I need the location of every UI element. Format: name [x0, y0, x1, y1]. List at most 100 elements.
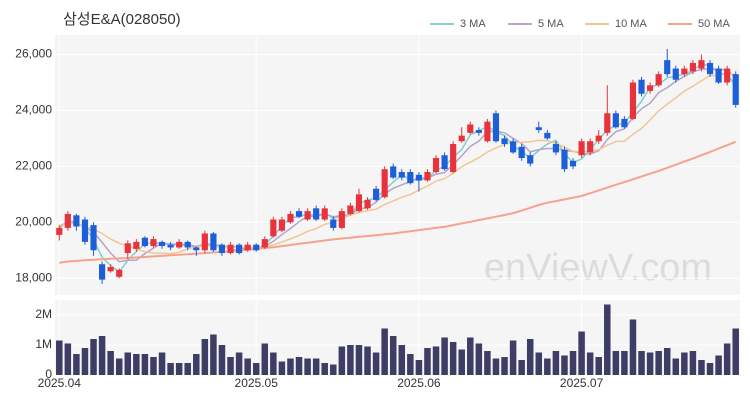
candle-body [475, 130, 482, 133]
candle-body [107, 267, 114, 272]
candle-body [287, 213, 294, 223]
candle-body [689, 62, 696, 72]
candle-body [706, 62, 714, 75]
candle-body [64, 213, 71, 228]
volume-bar [612, 351, 620, 375]
volume-bar [98, 336, 106, 375]
y-tick-label: 2M [35, 307, 52, 321]
legend-label: 5 MA [538, 18, 564, 30]
volume-bar [432, 346, 440, 375]
candle-body [124, 243, 131, 254]
candle-body [141, 237, 148, 247]
x-tick-label: 2025.07 [560, 376, 604, 390]
ma-line [59, 140, 737, 264]
y-tick-label: 20,000 [15, 214, 52, 228]
volume-bar [492, 358, 500, 375]
volume-bar [467, 337, 474, 375]
legend-label: 10 MA [615, 18, 647, 30]
volume-bar [167, 363, 174, 375]
y-tick-label: 18,000 [15, 270, 52, 284]
volume-bar [304, 358, 311, 375]
candle-body [672, 68, 679, 80]
volume-bar [449, 342, 457, 375]
candle-body [133, 241, 140, 249]
candle-body [313, 208, 320, 220]
candle-body [321, 208, 328, 220]
volume-bar [715, 355, 722, 375]
candle-body [167, 244, 174, 248]
volume-bar [389, 336, 397, 375]
candle-body [218, 244, 226, 254]
candle-body [647, 85, 654, 91]
volume-bar [561, 355, 568, 375]
volume-bar [321, 363, 328, 375]
volume-bar [193, 354, 200, 375]
candle-body [544, 132, 551, 139]
volume-bar [133, 354, 140, 375]
candle-body [338, 211, 345, 228]
candle-body [569, 160, 577, 167]
volume-bar [544, 358, 551, 375]
candle-body [355, 194, 363, 212]
legend-label: 3 MA [460, 18, 486, 30]
volume-bar [81, 348, 89, 375]
volume-bar [595, 357, 602, 375]
volume-bar [398, 345, 406, 375]
volume-bar [655, 351, 662, 375]
volume-bar [124, 352, 132, 375]
volume-bar [698, 360, 705, 375]
candle-body [552, 144, 559, 153]
volume-bar [424, 348, 431, 375]
candle-body [535, 127, 542, 131]
legend-label: 50 MA [698, 18, 730, 30]
volume-bar [629, 319, 637, 375]
volume-bar [638, 351, 645, 375]
candle-body [432, 158, 440, 172]
candle-body [415, 174, 422, 181]
candle-body [621, 118, 628, 128]
volume-bar [218, 345, 226, 375]
volume-bar [312, 358, 320, 375]
x-tick-label: 2025.05 [235, 376, 279, 390]
volume-bar [330, 364, 337, 375]
candle-body [638, 79, 645, 94]
candle-body [193, 247, 200, 251]
candle-body [587, 141, 594, 153]
volume-bar [475, 343, 483, 375]
price-panel [55, 35, 740, 295]
volume-bar [681, 352, 688, 375]
candle-body [398, 171, 405, 178]
y-tick-label: 22,000 [15, 159, 52, 173]
candle-body [501, 138, 508, 145]
candle-body [732, 74, 739, 105]
candle-body [99, 264, 106, 280]
chart-title: 삼성E&A(028050) [63, 11, 181, 28]
volume-bar [732, 328, 739, 375]
volume-bar [415, 360, 423, 375]
volume-bar [201, 339, 209, 375]
volume-bar [73, 354, 80, 375]
volume-bar [586, 352, 594, 375]
volume-bar [518, 360, 525, 375]
volume-bar [278, 361, 286, 375]
volume-bar [64, 343, 72, 375]
volume-bar [227, 357, 234, 375]
volume-bar [235, 352, 243, 375]
candle-body [612, 113, 619, 128]
candle-body [73, 215, 80, 227]
candle-body [244, 244, 251, 251]
candle-body [158, 241, 166, 247]
candle-body [595, 135, 602, 142]
volume-bar [107, 351, 114, 375]
candle-body [304, 211, 311, 220]
volume-bar [90, 339, 97, 375]
volume-bar [552, 351, 560, 375]
candle-body [578, 141, 585, 156]
volume-bar [270, 352, 277, 375]
ma-line [59, 72, 736, 255]
volume-bar [569, 351, 577, 375]
volume-bar [723, 343, 731, 375]
x-tick-label: 2025.04 [38, 376, 82, 390]
candle-body [458, 135, 465, 142]
